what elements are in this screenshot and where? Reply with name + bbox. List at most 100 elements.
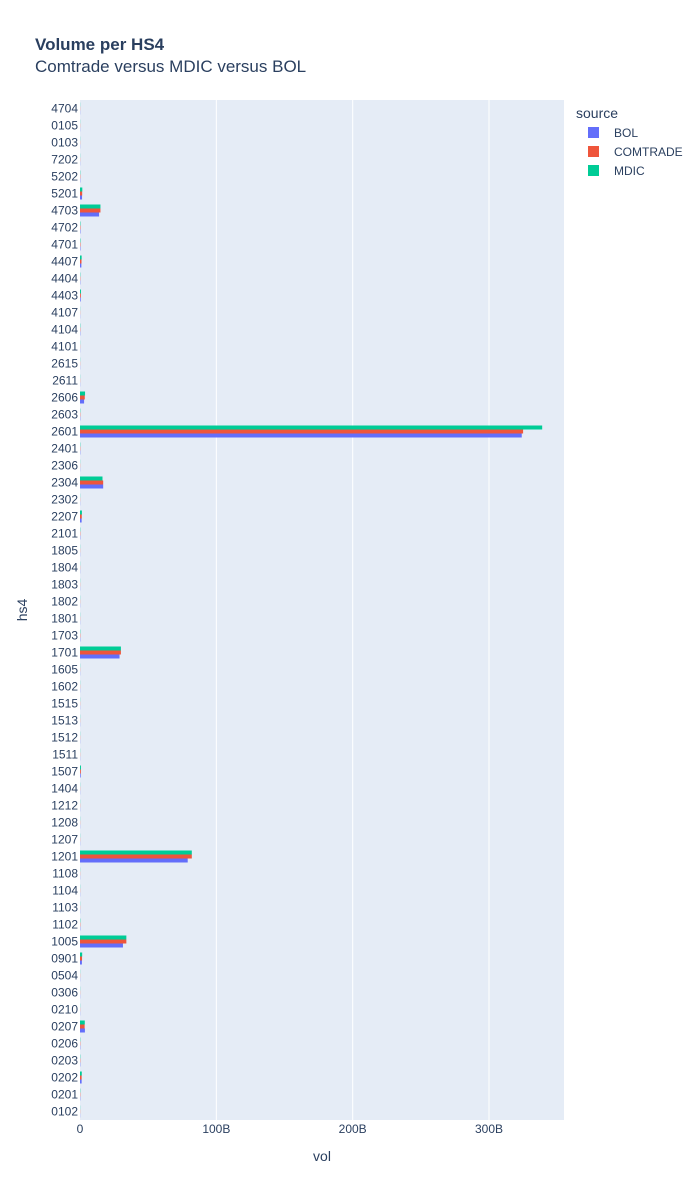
bar-comtrade[interactable] <box>80 1024 85 1029</box>
x-tick-labels: 0 100B 200B 300B <box>77 1122 503 1136</box>
y-tick-label: 4703 <box>51 204 78 218</box>
bar-bol[interactable] <box>80 212 100 217</box>
y-tick-label: 1703 <box>51 629 78 643</box>
bar-mdic[interactable] <box>80 289 81 294</box>
bar-mdic[interactable] <box>80 187 83 192</box>
legend-swatch-mdic[interactable] <box>588 165 599 176</box>
y-tick-label: 4704 <box>51 102 78 116</box>
y-tick-label: 0201 <box>51 1088 78 1102</box>
bar-mdic[interactable] <box>80 204 101 209</box>
bar-mdic[interactable] <box>80 510 82 515</box>
bar-comtrade[interactable] <box>80 1075 82 1080</box>
plot-area <box>80 100 564 1120</box>
y-tick-label: 0207 <box>51 1020 78 1034</box>
bar-bol[interactable] <box>80 518 82 523</box>
y-tick-label: 0105 <box>51 119 78 133</box>
bar-mdic[interactable] <box>80 1020 85 1025</box>
legend-swatch-bol[interactable] <box>588 127 599 138</box>
bar-comtrade[interactable] <box>80 259 82 264</box>
bar-comtrade[interactable] <box>80 956 83 961</box>
bar-mdic[interactable] <box>80 425 543 430</box>
x-axis-title: vol <box>313 1148 331 1164</box>
bar-comtrade[interactable] <box>80 769 81 774</box>
bar-bol[interactable] <box>80 858 188 863</box>
y-tick-label: 4702 <box>51 221 78 235</box>
legend-label-comtrade[interactable]: COMTRADE <box>614 145 683 159</box>
y-tick-label: 1602 <box>51 680 78 694</box>
y-tick-label: 1513 <box>51 714 78 728</box>
bar-mdic[interactable] <box>80 255 82 260</box>
bar-mdic[interactable] <box>80 765 81 770</box>
chart-subtitle: Comtrade versus MDIC versus BOL <box>35 57 306 76</box>
bar-comtrade[interactable] <box>80 480 104 485</box>
y-tick-label: 2306 <box>51 459 78 473</box>
y-tick-label: 4101 <box>51 340 78 354</box>
y-tick-label: 1803 <box>51 578 78 592</box>
bar-comtrade[interactable] <box>80 395 85 400</box>
bar-bol[interactable] <box>80 399 85 404</box>
y-tick-label: 4404 <box>51 272 78 286</box>
bar-mdic[interactable] <box>80 952 83 957</box>
bar-bol[interactable] <box>80 960 82 965</box>
grid-lines <box>215 100 490 1120</box>
y-tick-label: 1805 <box>51 544 78 558</box>
y-tick-label: 1804 <box>51 561 78 575</box>
y-tick-label: 1212 <box>51 799 78 813</box>
bar-bol[interactable] <box>80 773 81 778</box>
y-tick-label: 1605 <box>51 663 78 677</box>
y-tick-label: 2611 <box>52 374 78 388</box>
y-tick-label: 1701 <box>51 646 78 660</box>
y-tick-label: 2615 <box>51 357 78 371</box>
x-tick-label: 0 <box>77 1122 84 1136</box>
y-tick-label: 1404 <box>51 782 78 796</box>
legend-label-bol[interactable]: BOL <box>614 126 638 140</box>
y-axis-title: hs4 <box>14 599 30 622</box>
bar-comtrade[interactable] <box>80 293 81 298</box>
y-tick-label: 1005 <box>51 935 78 949</box>
y-tick-label: 4403 <box>51 289 78 303</box>
bar-mdic[interactable] <box>80 476 103 481</box>
bar-mdic[interactable] <box>80 391 86 396</box>
bars <box>80 102 543 1118</box>
y-tick-label: 0102 <box>51 1105 78 1119</box>
bar-bol[interactable] <box>80 1079 82 1084</box>
bar-comtrade[interactable] <box>80 208 101 213</box>
y-tick-label: 4407 <box>51 255 78 269</box>
bar-bol[interactable] <box>80 433 522 438</box>
y-tick-label: 1208 <box>51 816 78 830</box>
legend-swatch-comtrade[interactable] <box>588 146 599 157</box>
bar-mdic[interactable] <box>80 1071 82 1076</box>
y-tick-label: 0901 <box>51 952 78 966</box>
legend-items[interactable]: BOL COMTRADE MDIC <box>588 126 683 178</box>
bar-comtrade[interactable] <box>80 429 524 434</box>
legend-title: source <box>576 105 618 121</box>
bar-comtrade[interactable] <box>80 939 127 944</box>
bar-bol[interactable] <box>80 195 83 200</box>
x-tick-label: 200B <box>339 1122 367 1136</box>
y-tick-label: 4701 <box>51 238 78 252</box>
bar-bol[interactable] <box>80 484 104 489</box>
bar-comtrade[interactable] <box>80 650 121 655</box>
y-tick-label: 1801 <box>51 612 78 626</box>
y-tick-label: 7202 <box>51 153 78 167</box>
bar-comtrade[interactable] <box>80 854 192 859</box>
legend[interactable]: source BOL COMTRADE MDIC <box>576 105 683 178</box>
bar-mdic[interactable] <box>80 850 192 855</box>
bar-bol[interactable] <box>80 654 120 659</box>
legend-label-mdic[interactable]: MDIC <box>614 164 645 178</box>
bar-mdic[interactable] <box>80 935 127 940</box>
y-tick-label: 1207 <box>51 833 78 847</box>
bar-mdic[interactable] <box>80 646 121 651</box>
bar-comtrade[interactable] <box>80 191 83 196</box>
y-tick-label: 5201 <box>51 187 78 201</box>
bar-comtrade[interactable] <box>80 514 82 519</box>
y-tick-label: 1201 <box>51 850 78 864</box>
bar-bol[interactable] <box>80 263 82 268</box>
bar-bol[interactable] <box>80 1028 85 1033</box>
y-tick-labels: 4704 0105 0103 7202 5202 5201 4703 4702 4701 4407… <box>51 102 78 1119</box>
bar-bol[interactable] <box>80 297 81 302</box>
bar-bol[interactable] <box>80 943 123 948</box>
y-tick-label: 1103 <box>52 901 78 915</box>
y-tick-label: 2601 <box>51 425 78 439</box>
y-tick-label: 1511 <box>52 748 78 762</box>
